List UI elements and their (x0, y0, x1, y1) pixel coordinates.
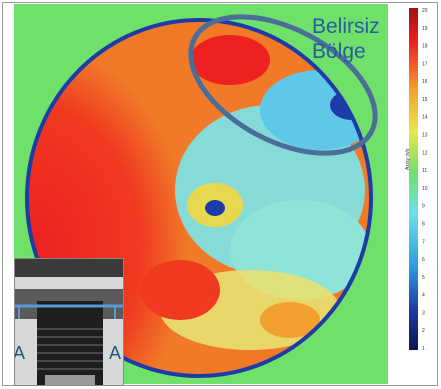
colorbar-title: Axisy m/s (405, 148, 411, 170)
inset-photo-drawing (15, 259, 123, 385)
label-line-2: Bölge (312, 40, 366, 63)
colorbar-tick-label: 13 (422, 133, 428, 139)
colorbar-tick-label: 7 (422, 239, 425, 245)
colorbar-tick-label: 19 (422, 26, 428, 32)
colorbar-tick-label: 4 (422, 293, 425, 299)
colorbar-tick-label: 12 (422, 150, 428, 156)
colorbar-tick-label: 18 (422, 44, 428, 50)
section-label-right: A (109, 343, 122, 363)
colorbar-tick-label: 11 (422, 168, 427, 174)
label-line-1: Belirsiz (312, 15, 380, 38)
colorbar-tick-label: 17 (422, 61, 428, 67)
inset-photo: A A (14, 258, 124, 386)
colorbar-tick-label: 1 (422, 346, 425, 352)
colorbar-tick-label: 9 (422, 204, 425, 210)
colorbar-ticks: 20 19 18 17 16 15 14 13 12 11 10 9 8 7 6 5 4 3 2 1 (422, 8, 428, 352)
uncertain-region-ellipse (188, 14, 378, 156)
colorbar-tick-label: 20 (422, 8, 428, 14)
colorbar-tick-label: 6 (422, 257, 425, 263)
colorbar-tick-label: 5 (422, 275, 425, 281)
colorbar-tick-label: 3 (422, 310, 425, 316)
colorbar-tick-label: 8 (422, 221, 425, 227)
colorbar-gradient (409, 8, 418, 350)
colorbar-tick-label: 2 (422, 328, 425, 334)
uncertain-region-label: Belirsiz Bölge (312, 14, 392, 64)
colorbar-tick-label: 14 (422, 115, 428, 121)
section-label-left: A (14, 343, 26, 363)
colorbar-tick-label: 16 (422, 79, 428, 85)
colorbar-tick-label: 15 (422, 97, 428, 103)
colorbar: 20 19 18 17 16 15 14 13 12 11 10 9 8 7 6 5 4 3 2 1 (409, 8, 428, 352)
colorbar-tick-label: 10 (422, 186, 428, 192)
